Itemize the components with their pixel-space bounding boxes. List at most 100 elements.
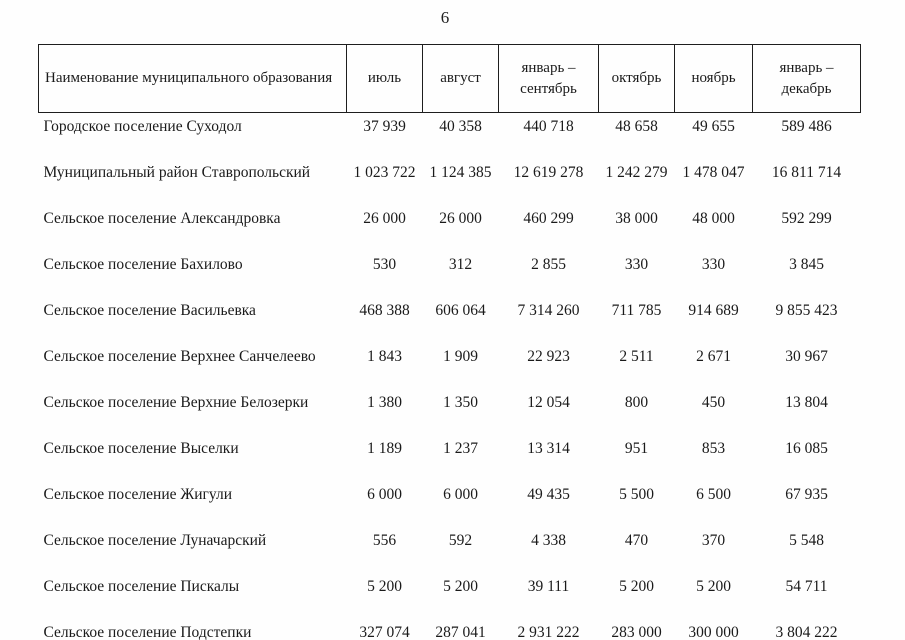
row-municipality-name: Сельское поселение Подстепки bbox=[43, 624, 252, 640]
row-value: 711 785 bbox=[611, 302, 662, 319]
row-value: 1 843 bbox=[367, 348, 402, 365]
row-value: 468 388 bbox=[359, 302, 410, 319]
table-row: Сельское поселение Верхнее Санчелеево 1 8… bbox=[39, 343, 861, 389]
row-value: 48 000 bbox=[692, 210, 735, 227]
row-municipality-name: Муниципальный район Ставропольский bbox=[43, 164, 311, 181]
row-value: 1 237 bbox=[443, 440, 478, 457]
row-value: 30 967 bbox=[785, 348, 828, 365]
row-value: 5 200 bbox=[696, 578, 731, 595]
row-value: 853 bbox=[701, 440, 726, 457]
row-value: 5 200 bbox=[443, 578, 478, 595]
row-value: 450 bbox=[701, 394, 726, 411]
row-value: 370 bbox=[701, 532, 726, 549]
row-value: 300 000 bbox=[688, 624, 739, 640]
row-value: 592 bbox=[448, 532, 473, 549]
row-value: 26 000 bbox=[363, 210, 406, 227]
table-row: Сельское поселение Выселки 1 189 1 237 13 3… bbox=[39, 435, 861, 481]
row-municipality-name: Сельское поселение Пискалы bbox=[43, 578, 240, 595]
column-header-november: ноябрь bbox=[674, 44, 753, 113]
row-value: 460 299 bbox=[523, 210, 574, 227]
row-value: 39 111 bbox=[527, 578, 570, 595]
table-row: Сельское поселение Васильевка 468 388 606 … bbox=[39, 297, 861, 343]
row-value: 283 000 bbox=[611, 624, 662, 640]
row-value: 5 500 bbox=[619, 486, 654, 503]
row-value: 4 338 bbox=[531, 532, 566, 549]
row-value: 6 000 bbox=[443, 486, 478, 503]
table-row: Сельское поселение Александровка 26 000 26… bbox=[39, 205, 861, 251]
municipal-report-table: Наименование муниципального образования … bbox=[38, 44, 861, 640]
row-value: 951 bbox=[624, 440, 649, 457]
column-header-august: август bbox=[422, 44, 499, 113]
row-value: 13 314 bbox=[527, 440, 570, 457]
row-value: 800 bbox=[624, 394, 649, 411]
table-header: Наименование муниципального образования … bbox=[38, 44, 861, 113]
row-value: 54 711 bbox=[785, 578, 828, 595]
row-value: 67 935 bbox=[785, 486, 828, 503]
row-value: 1 478 047 bbox=[682, 164, 745, 181]
row-value: 12 619 278 bbox=[513, 164, 584, 181]
table-row: Сельское поселение Пискалы 5 200 5 200 39 1… bbox=[39, 573, 861, 619]
row-value: 7 314 260 bbox=[517, 302, 580, 319]
row-value: 49 655 bbox=[692, 118, 735, 135]
row-value: 2 511 bbox=[619, 348, 654, 365]
table-row: Сельское поселение Бахилово 530 312 2 855 33… bbox=[39, 251, 861, 297]
column-header-october: октябрь bbox=[598, 44, 675, 113]
row-value: 38 000 bbox=[615, 210, 658, 227]
row-value: 40 358 bbox=[439, 118, 482, 135]
row-value: 9 855 423 bbox=[775, 302, 838, 319]
row-value: 5 200 bbox=[367, 578, 402, 595]
row-value: 1 909 bbox=[443, 348, 478, 365]
table-row: Муниципальный район Ставропольский 1 023 … bbox=[39, 159, 861, 205]
row-municipality-name: Сельское поселение Верхние Белозерки bbox=[43, 394, 309, 411]
row-value: 330 bbox=[701, 256, 726, 273]
table-row: Сельское поселение Луначарский 556 592 4 33… bbox=[39, 527, 861, 573]
column-header-january-september: январь – сентябрь bbox=[498, 44, 599, 113]
table-row: Сельское поселение Верхние Белозерки 1 38… bbox=[39, 389, 861, 435]
row-value: 3 845 bbox=[789, 256, 824, 273]
column-header-july: июль bbox=[346, 44, 423, 113]
row-value: 1 023 722 bbox=[353, 164, 416, 181]
column-header-january-december: январь – декабрь bbox=[752, 44, 861, 113]
row-value: 530 bbox=[372, 256, 397, 273]
row-value: 914 689 bbox=[688, 302, 739, 319]
page-number: 6 bbox=[440, 8, 450, 27]
row-value: 592 299 bbox=[781, 210, 832, 227]
row-value: 12 054 bbox=[527, 394, 570, 411]
row-municipality-name: Сельское поселение Верхнее Санчелеево bbox=[43, 348, 316, 365]
row-value: 2 855 bbox=[531, 256, 566, 273]
row-value: 556 bbox=[372, 532, 397, 549]
row-municipality-name: Сельское поселение Александровка bbox=[43, 210, 281, 227]
table-row: Сельское поселение Жигули 6 000 6 000 49 43… bbox=[39, 481, 861, 527]
row-value: 312 bbox=[448, 256, 473, 273]
row-value: 16 811 714 bbox=[771, 164, 842, 181]
row-value: 327 074 bbox=[359, 624, 410, 640]
row-value: 48 658 bbox=[615, 118, 658, 135]
row-value: 16 085 bbox=[785, 440, 828, 457]
row-value: 26 000 bbox=[439, 210, 482, 227]
row-value: 440 718 bbox=[523, 118, 574, 135]
row-value: 1 189 bbox=[367, 440, 402, 457]
row-value: 5 200 bbox=[619, 578, 654, 595]
row-value: 1 350 bbox=[443, 394, 478, 411]
row-value: 1 380 bbox=[367, 394, 402, 411]
row-value: 5 548 bbox=[789, 532, 824, 549]
row-value: 6 500 bbox=[696, 486, 731, 503]
row-municipality-name: Сельское поселение Васильевка bbox=[43, 302, 256, 319]
row-value: 287 041 bbox=[435, 624, 486, 640]
row-municipality-name: Сельское поселение Жигули bbox=[43, 486, 233, 503]
row-value: 3 804 222 bbox=[775, 624, 838, 640]
row-municipality-name: Сельское поселение Бахилово bbox=[43, 256, 243, 273]
row-value: 1 124 385 bbox=[429, 164, 492, 181]
row-value: 22 923 bbox=[527, 348, 570, 365]
row-municipality-name: Сельское поселение Луначарский bbox=[43, 532, 267, 549]
row-value: 330 bbox=[624, 256, 649, 273]
table-header-row: Наименование муниципального образования … bbox=[38, 44, 861, 113]
row-value: 606 064 bbox=[435, 302, 486, 319]
table-body: Городское поселение Суходол 37 939 40 358 4… bbox=[39, 113, 861, 640]
row-value: 589 486 bbox=[781, 118, 832, 135]
row-value: 49 435 bbox=[527, 486, 570, 503]
table-row: Сельское поселение Подстепки 327 074 287 0… bbox=[39, 619, 861, 640]
row-municipality-name: Сельское поселение Выселки bbox=[43, 440, 239, 457]
row-value: 37 939 bbox=[363, 118, 406, 135]
